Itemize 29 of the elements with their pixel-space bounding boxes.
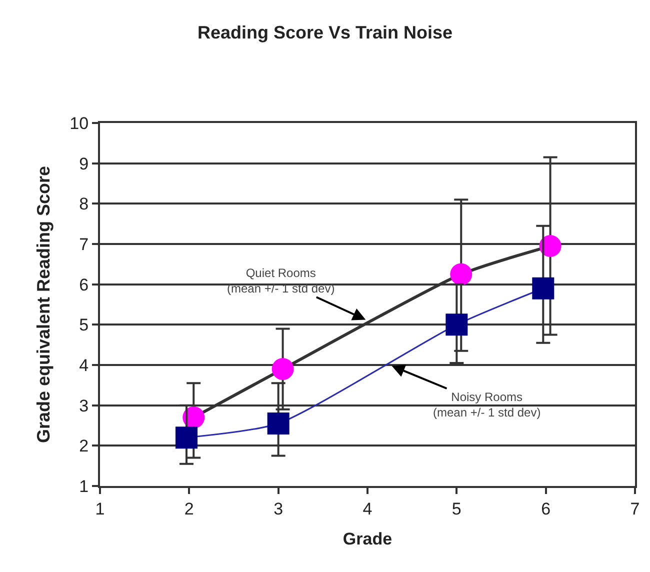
y-tick-label: 8 <box>79 194 89 214</box>
point <box>446 314 468 336</box>
y-tick-label: 6 <box>79 275 89 294</box>
y-tick-label: 5 <box>79 316 89 335</box>
point <box>539 235 562 258</box>
x-tick-label: 4 <box>362 499 372 518</box>
x-tick-label: 2 <box>184 499 194 518</box>
x-tick-label: 1 <box>95 499 105 518</box>
y-tick-label: 2 <box>79 436 89 456</box>
point <box>272 358 294 380</box>
y-tick-label: 3 <box>79 396 89 416</box>
point <box>532 277 554 300</box>
annotation: Noisy Rooms (mean +/- 1 std dev) <box>433 390 541 420</box>
y-tick-label: 1 <box>79 476 89 496</box>
point <box>450 263 472 286</box>
x-tick-label: 7 <box>630 499 640 518</box>
annotation: Quiet Rooms (mean +/- 1 std dev) <box>227 266 335 296</box>
chart-title: Reading Score Vs Train Noise <box>197 22 453 42</box>
x-tick-label: 5 <box>452 499 462 518</box>
y-tick-label: 9 <box>79 154 89 174</box>
x-tick-label: 3 <box>274 499 284 518</box>
x-tick-label: 6 <box>541 499 551 518</box>
y-axis-title: Grade equivalent Reading Score <box>33 166 54 444</box>
point <box>267 412 290 434</box>
y-tick-label: 7 <box>79 234 89 254</box>
y-tick-label: 10 <box>70 114 89 133</box>
point <box>175 426 198 449</box>
x-axis-title: Grade <box>342 529 392 548</box>
y-tick-label: 4 <box>79 356 89 375</box>
